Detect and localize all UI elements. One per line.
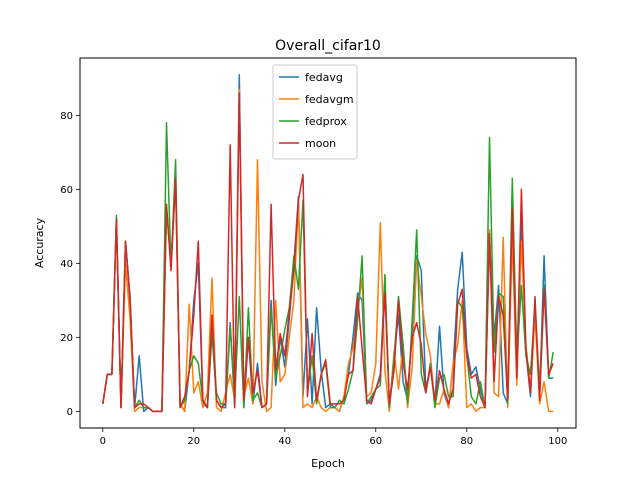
y-tick-label: 20: [60, 333, 73, 344]
y-axis-label: Accuracy: [33, 217, 46, 268]
chart-title: Overall_cifar10: [275, 38, 381, 54]
x-tick-label: 0: [100, 436, 106, 447]
legend-label-fedavgm: fedavgm: [305, 93, 354, 106]
x-tick-label: 20: [187, 436, 200, 447]
series-layer: [102, 73, 554, 413]
y-tick-label: 40: [60, 259, 73, 270]
series-line-moon: [102, 92, 554, 413]
x-tick-label: 60: [369, 436, 382, 447]
y-tick-label: 80: [60, 111, 73, 122]
x-tick-label: 100: [548, 436, 567, 447]
y-tick-label: 60: [60, 185, 73, 196]
tick-layer: 0 20 40 60 80 100 0 20 40 60 80: [60, 111, 567, 447]
x-axis-label: Epoch: [311, 457, 345, 470]
y-tick-label: 0: [67, 407, 73, 418]
legend-box: [272, 64, 358, 160]
x-tick-label: 80: [460, 436, 473, 447]
x-tick-label: 40: [278, 436, 291, 447]
legend-label-fedprox: fedprox: [305, 115, 347, 128]
legend-label-fedavg: fedavg: [305, 71, 343, 84]
legend: fedavg fedavgm fedprox moon: [272, 64, 358, 160]
legend-label-moon: moon: [305, 137, 336, 150]
